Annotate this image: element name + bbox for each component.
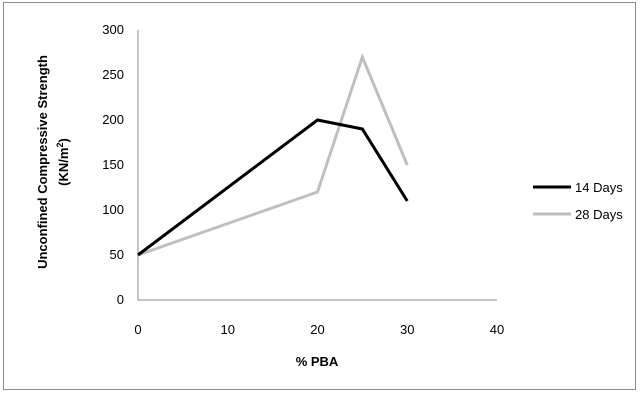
y-axis-unit-close: ) (56, 138, 71, 142)
legend: 14 Days 28 Days (533, 180, 623, 222)
x-tick-label: 40 (490, 322, 504, 337)
y-tick-label: 250 (102, 67, 124, 82)
series-lines (137, 52, 409, 257)
legend-label: 28 Days (575, 207, 623, 222)
x-tick-label: 20 (310, 322, 324, 337)
chart-frame (3, 2, 636, 390)
y-axis-title: Unconfined Compressive Strength (KN/m2) (35, 55, 71, 269)
y-axis-title-line1: Unconfined Compressive Strength (35, 55, 50, 269)
x-tick-label: 10 (221, 322, 235, 337)
y-tick-label: 0 (117, 292, 124, 307)
y-axis-unit: (KN/m (56, 148, 71, 186)
legend-label: 14 Days (575, 180, 623, 195)
y-axis-title-line2: (KN/m2) (55, 138, 71, 186)
y-tick-label: 100 (102, 202, 124, 217)
y-tick-label: 300 (102, 22, 124, 37)
x-tick-label: 30 (400, 322, 414, 337)
x-tick-label: 0 (134, 322, 141, 337)
x-axis-title: % PBA (296, 354, 339, 369)
x-tick-labels: 0 10 20 30 40 (134, 322, 504, 337)
y-tick-label: 150 (102, 157, 124, 172)
axes (137, 30, 497, 301)
y-axis-unit-superscript: 2 (55, 143, 65, 148)
y-tick-label: 50 (110, 247, 124, 262)
series-line-14-days (137, 118, 409, 257)
y-tick-label: 200 (102, 112, 124, 127)
y-tick-labels: 0 50 100 150 200 250 300 (102, 22, 124, 307)
